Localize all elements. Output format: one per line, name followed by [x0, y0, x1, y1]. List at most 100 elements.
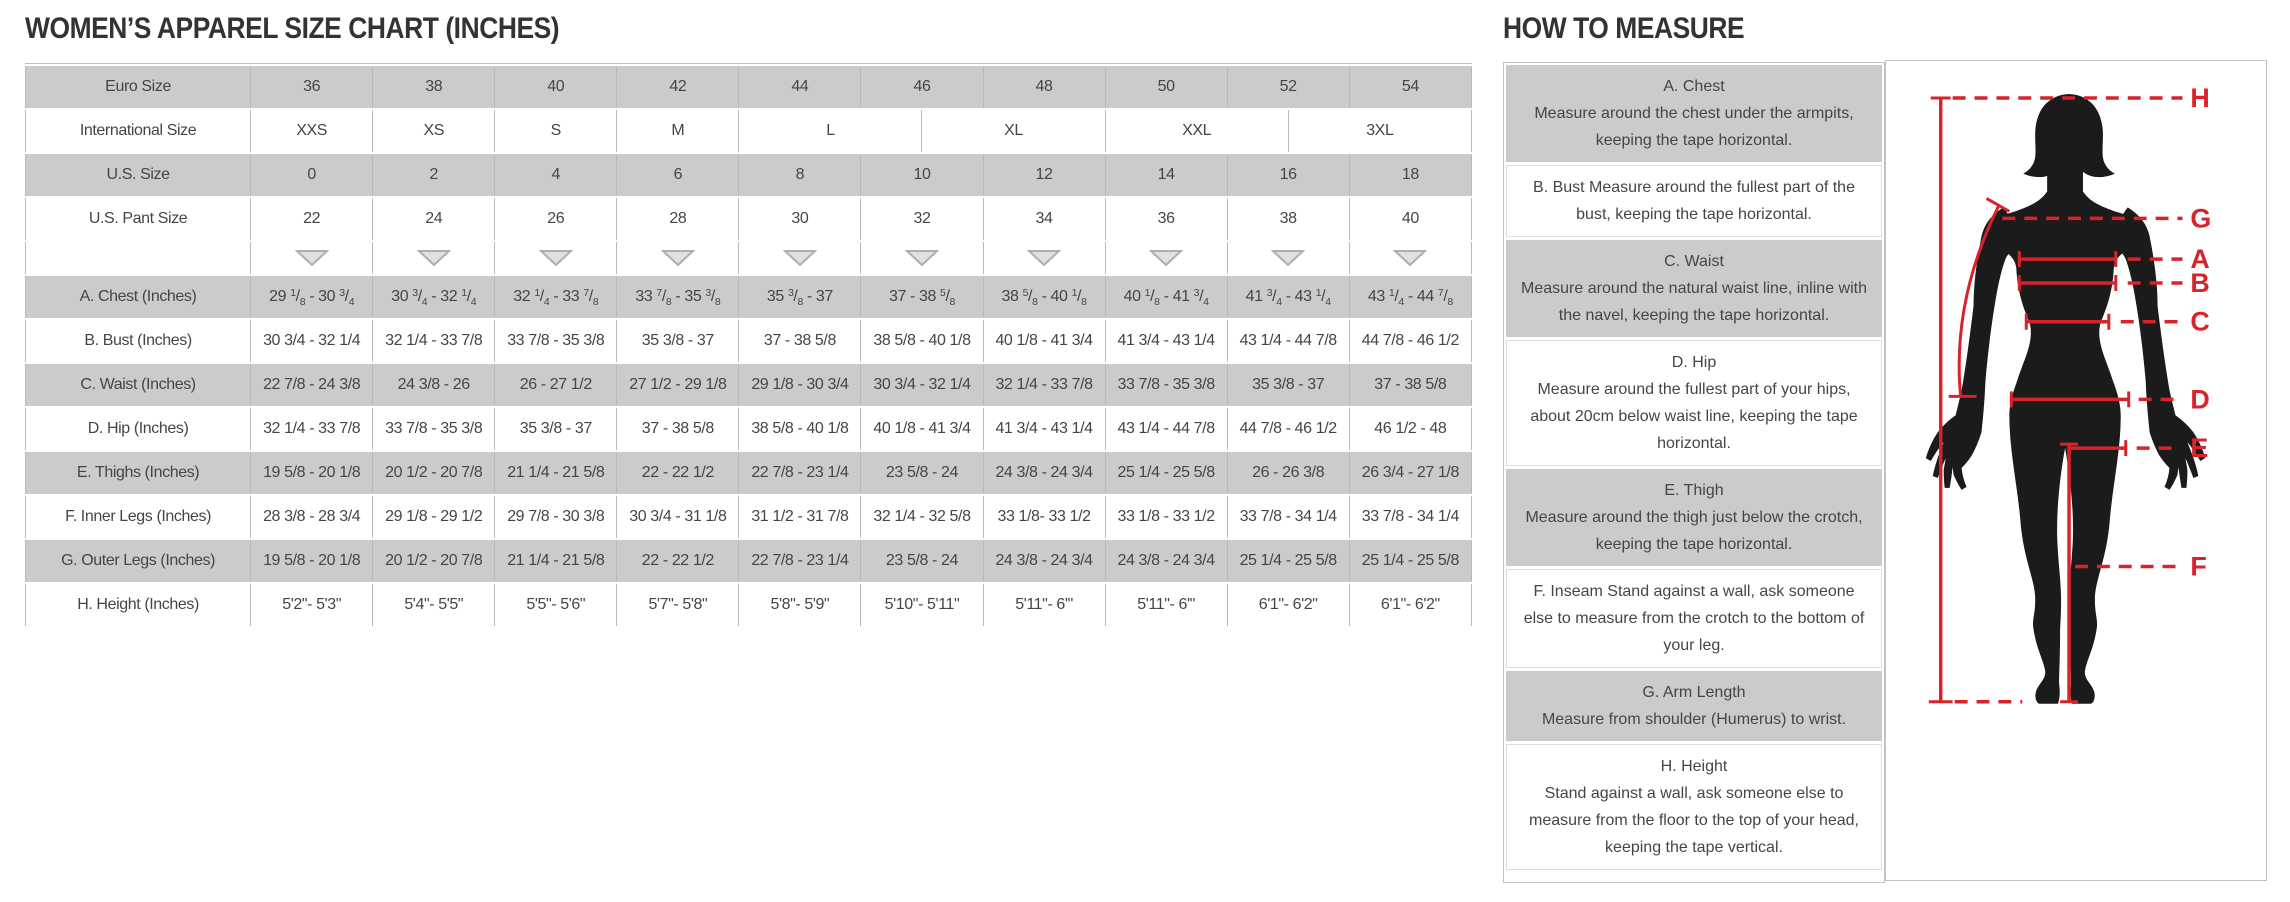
size-cell: 29 1/8 - 30 3/4	[738, 362, 862, 408]
label-E: E	[2190, 433, 2208, 463]
table-row: U.S. Pant Size 22 24 26 28 30 32 34 36 38 40	[24, 196, 1473, 242]
size-cell: 40	[494, 64, 618, 110]
row-label: C. Waist (Inches)	[24, 362, 252, 408]
label-D: D	[2190, 384, 2209, 414]
arrow-cell	[250, 240, 374, 276]
measurement-lines	[1928, 96, 2183, 704]
size-cell: 36	[1104, 196, 1228, 242]
row-label: G. Outer Legs (Inches)	[24, 538, 252, 584]
size-cell: 30 3/4 - 32 1/4	[250, 318, 374, 364]
size-cell: 32 1/4 - 33 7/8	[982, 362, 1106, 408]
size-cell: 36	[250, 64, 374, 110]
measure-section-text: Measure around the chest under the armpi…	[1534, 105, 1854, 149]
row-label: H. Height (Inches)	[24, 582, 252, 628]
triangle-down-icon	[1027, 249, 1062, 267]
measure-section-text: Measure around the thigh just below the …	[1525, 509, 1863, 553]
label-B: B	[2190, 268, 2209, 298]
table-row	[24, 240, 1473, 276]
triangle-down-icon	[904, 249, 939, 267]
size-cell: 29 1/8 - 30 3/4	[250, 274, 374, 320]
arrow-cell	[860, 240, 984, 276]
height-line-H	[1928, 96, 2183, 704]
size-cell: 5'2"- 5'3"	[250, 582, 374, 628]
arrow-cell	[616, 240, 740, 276]
size-cell: 5'11"- 6'"	[982, 582, 1106, 628]
size-cell: 2	[372, 152, 496, 198]
size-chart-title: WOMEN’S APPAREL SIZE CHART (INCHES)	[25, 12, 560, 45]
size-cell: 23 5/8 - 24	[860, 450, 984, 496]
size-cell: 44	[738, 64, 862, 110]
size-cell: 22 7/8 - 23 1/4	[738, 538, 862, 584]
size-cell: 37 - 38 5/8	[738, 318, 862, 364]
size-cell: 24 3/8 - 24 3/4	[1104, 538, 1228, 584]
size-cell: 25 1/4 - 25 5/8	[1104, 450, 1228, 496]
measure-section: E. Thigh Measure around the thigh just be…	[1506, 469, 1882, 566]
row-label: International Size	[24, 108, 252, 154]
size-cell: 33 7/8 - 34 1/4	[1226, 494, 1350, 540]
table-row: G. Outer Legs (Inches) 19 5/8 - 20 1/8 20 …	[24, 538, 1473, 584]
size-cell: 4	[494, 152, 618, 198]
size-cell: 26 3/4 - 27 1/8	[1348, 450, 1473, 496]
measure-section-text: Measure from shoulder (Humerus) to wrist…	[1541, 711, 1847, 728]
size-cell: 5'7"- 5'8"	[616, 582, 740, 628]
size-cell: 22 - 22 1/2	[616, 450, 740, 496]
triangle-down-icon	[538, 249, 573, 267]
size-cell: 20 1/2 - 20 7/8	[372, 538, 496, 584]
size-cell: 43 1/4 - 44 7/8	[1104, 406, 1228, 452]
size-cell: 42	[616, 64, 740, 110]
table-row: B. Bust (Inches) 30 3/4 - 32 1/4 32 1/4 - …	[24, 318, 1473, 364]
size-cell: 6	[616, 152, 740, 198]
row-label: D. Hip (Inches)	[24, 406, 252, 452]
triangle-down-icon	[782, 249, 817, 267]
size-cell: 41 3/4 - 43 1/4	[1226, 274, 1350, 320]
label-A: A	[2190, 244, 2209, 274]
bust-line-B	[2017, 275, 2183, 291]
size-cell: 37 - 38 5/8	[860, 274, 984, 320]
size-cell: 24 3/8 - 26	[372, 362, 496, 408]
size-cell: 38	[372, 64, 496, 110]
label-C: C	[2190, 307, 2209, 337]
size-cell: 33 1/8 - 33 1/2	[1104, 494, 1228, 540]
measurement-figure: H G A B C D E F	[1925, 83, 2211, 704]
size-cell: 5'11"- 6'"	[1104, 582, 1228, 628]
size-chart-table: Euro Size 36 38 40 42 44 46 48 50 52 54 Internation…	[24, 64, 1473, 628]
size-cell: 35 3/8 - 37	[494, 406, 618, 452]
size-cell: 28 3/8 - 28 3/4	[250, 494, 374, 540]
size-cell: 33 7/8 - 35 3/8	[494, 318, 618, 364]
triangle-down-icon	[294, 249, 329, 267]
size-cell: 41 3/4 - 43 1/4	[982, 406, 1106, 452]
size-cell: 5'5"- 5'6"	[494, 582, 618, 628]
table-row: H. Height (Inches) 5'2"- 5'3" 5'4"- 5'5" 5'…	[24, 582, 1473, 628]
size-cell: 50	[1104, 64, 1228, 110]
row-label: E. Thighs (Inches)	[24, 450, 252, 496]
size-cell: 25 1/4 - 25 5/8	[1226, 538, 1350, 584]
size-cell: 40	[1348, 196, 1473, 242]
size-cell: 38 5/8 - 40 1/8	[982, 274, 1106, 320]
measure-section-heading: A. Chest	[1663, 78, 1725, 95]
size-cell: S	[494, 108, 618, 154]
triangle-down-icon	[660, 249, 695, 267]
size-cell: 38 5/8 - 40 1/8	[738, 406, 862, 452]
size-cell: 10	[860, 152, 984, 198]
size-cell: 33 7/8 - 35 3/8	[372, 406, 496, 452]
arrow-cell	[1226, 240, 1350, 276]
size-cell: 35 3/8 - 37	[1226, 362, 1350, 408]
measure-section-heading: E. Thigh	[1664, 482, 1724, 499]
size-cell: 33 1/8- 33 1/2	[982, 494, 1106, 540]
size-cell: 6'1"- 6'2"	[1226, 582, 1350, 628]
size-cell: 33 7/8 - 34 1/4	[1348, 494, 1473, 540]
table-row: International Size XXS XS S M L XL XXL 3XL	[24, 108, 1473, 154]
size-cell: 3XL	[1287, 108, 1473, 154]
size-cell: 32 1/4 - 33 7/8	[250, 406, 374, 452]
size-cell: 40 1/8 - 41 3/4	[860, 406, 984, 452]
size-cell: 38	[1226, 196, 1350, 242]
size-cell: 30 3/4 - 32 1/4	[372, 274, 496, 320]
measure-section-text: Measure around the fullest part of your …	[1530, 381, 1858, 452]
measure-section: A. Chest Measure around the chest under t…	[1506, 65, 1882, 162]
measure-section: B. Bust Measure around the fullest part …	[1506, 165, 1882, 237]
size-cell: XXS	[250, 108, 374, 154]
inseam-line-F	[2060, 442, 2181, 704]
measure-section: F. Inseam Stand against a wall, ask some…	[1506, 569, 1882, 668]
size-cell: 43 1/4 - 44 7/8	[1226, 318, 1350, 364]
triangle-down-icon	[1271, 249, 1306, 267]
